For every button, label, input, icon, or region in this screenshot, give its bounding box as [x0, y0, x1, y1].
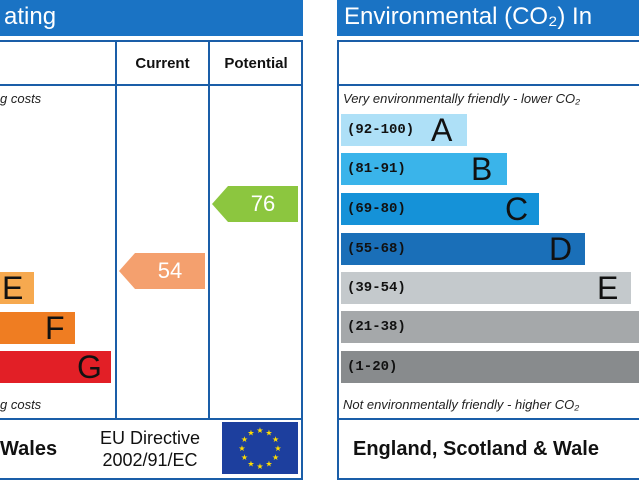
- environmental-band-1: (92-100) A: [341, 114, 467, 146]
- left-top-caption: g costs: [0, 91, 42, 106]
- left-panel-title-text: ating: [4, 3, 57, 30]
- energy-band-g: G: [0, 351, 111, 383]
- energy-band-f-letter: F: [45, 312, 65, 344]
- left-panel-title: ating: [0, 0, 303, 36]
- right-top-caption: Very environmentally friendly - lower CO…: [343, 91, 581, 106]
- environmental-band-7: (1-20): [341, 351, 639, 383]
- eu-star: ★: [265, 428, 272, 437]
- environmental-band-2: (81-91) B: [341, 153, 507, 185]
- eu-star: ★: [256, 462, 263, 471]
- environmental-band-letter: D: [549, 233, 573, 265]
- left-col-divider-1: [115, 40, 117, 418]
- energy-band-f: F: [0, 312, 75, 344]
- environmental-band-3: (69-80) C: [341, 193, 539, 225]
- right-footer-country: England, Scotland & Wale: [353, 438, 599, 460]
- eu-star: ★: [247, 460, 254, 469]
- left-footer-divider: [0, 418, 303, 420]
- environmental-band-letter: E: [597, 272, 619, 304]
- energy-band-e-letter: E: [2, 272, 24, 304]
- environmental-band-4: (55-68) D: [341, 233, 585, 265]
- environmental-band-range: (81-91): [347, 161, 406, 177]
- header-potential: Potential: [224, 55, 288, 72]
- eu-star: ★: [241, 453, 248, 462]
- environmental-band-range: (1-20): [347, 359, 398, 375]
- environmental-band-range: (39-54): [347, 280, 406, 296]
- potential-rating-arrow: 76: [212, 186, 298, 222]
- eu-directive: EU Directive 2002/91/EC: [84, 427, 216, 471]
- right-bottom-caption: Not environmentally friendly - higher CO…: [343, 397, 580, 412]
- eu-star: ★: [272, 435, 279, 444]
- potential-arrow-shape: [212, 186, 298, 222]
- eu-star: ★: [256, 426, 263, 435]
- current-rating-value: 54: [157, 258, 183, 283]
- right-header-divider: [337, 84, 639, 86]
- eu-star: ★: [241, 435, 248, 444]
- header-current: Current: [135, 55, 190, 72]
- environmental-band-range: (69-80): [347, 201, 406, 217]
- eu-star: ★: [247, 428, 254, 437]
- eu-directive-line1: EU Directive: [99, 428, 201, 448]
- eu-star: ★: [272, 453, 279, 462]
- right-panel-frame: [337, 40, 639, 480]
- environmental-band-letter: A: [431, 114, 453, 146]
- environmental-band-range: (92-100): [347, 122, 415, 138]
- potential-rating-value: 76: [250, 191, 276, 216]
- left-footer-country: Wales: [0, 438, 58, 460]
- eu-directive-line2: 2002/91/EC: [102, 450, 198, 470]
- current-rating-arrow: 54: [119, 253, 205, 289]
- left-col-divider-2: [208, 40, 210, 418]
- current-arrow-shape: [119, 253, 205, 289]
- eu-star: ★: [238, 444, 245, 453]
- energy-band-e: E: [0, 272, 34, 304]
- eu-star: ★: [274, 444, 281, 453]
- left-header-divider: [0, 84, 303, 86]
- environmental-band-letter: B: [471, 153, 493, 185]
- left-bottom-caption: g costs: [0, 397, 42, 412]
- environmental-band-range: (21-38): [347, 319, 406, 335]
- environmental-band-range: (55-68): [347, 241, 406, 257]
- environmental-band-5: (39-54) E: [341, 272, 631, 304]
- right-footer-divider: [337, 418, 639, 420]
- energy-band-g-letter: G: [77, 351, 102, 383]
- eu-flag-icon: ★ ★ ★ ★ ★ ★ ★ ★ ★ ★ ★ ★: [222, 422, 298, 474]
- left-panel-frame: [0, 40, 303, 480]
- right-panel-title: Environmental (CO₂) In: [337, 0, 639, 36]
- environmental-band-6: (21-38): [341, 311, 639, 343]
- eu-star: ★: [265, 460, 272, 469]
- environmental-band-letter: C: [505, 193, 529, 225]
- eu-stars-icon: ★★★★★★★★★ ★ ★★: [238, 426, 281, 471]
- right-panel-title-text: Environmental (CO₂) In: [344, 3, 593, 30]
